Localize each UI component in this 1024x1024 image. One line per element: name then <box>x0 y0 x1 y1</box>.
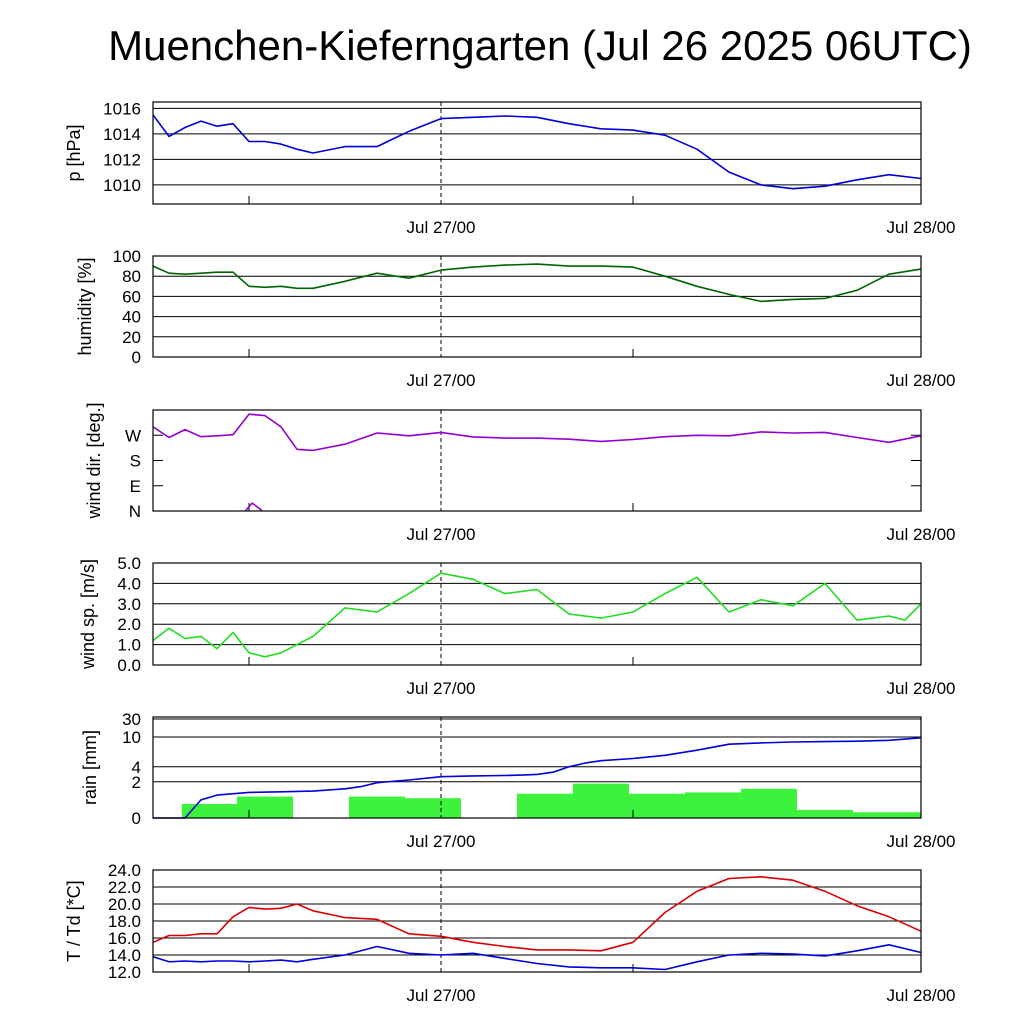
y-tick-label: 0 <box>132 348 141 367</box>
y-axis-title: humidity [%] <box>75 257 95 355</box>
y-tick-label: 1010 <box>103 176 141 195</box>
plot-frame <box>152 255 922 358</box>
time-label: Jul 27/00 <box>407 218 476 237</box>
rain-bar <box>797 809 853 818</box>
y-tick-label: 20.0 <box>108 895 141 914</box>
plot-frame <box>152 101 922 205</box>
y-tick-label: 3.0 <box>117 595 141 614</box>
time-label: Jul 27/00 <box>407 371 476 390</box>
y-tick-label: 0.0 <box>117 656 141 675</box>
y-tick-label: W <box>125 426 141 445</box>
y-tick-label: 40 <box>122 308 141 327</box>
rain-bar <box>349 796 405 818</box>
rain-bar <box>685 792 741 818</box>
series-line <box>152 413 922 452</box>
time-label: Jul 27/00 <box>407 525 476 544</box>
series-line <box>152 263 922 303</box>
series-line <box>152 114 922 190</box>
y-tick-label: 0 <box>132 809 141 828</box>
rain-bar <box>237 796 293 818</box>
time-label: Jul 28/00 <box>887 986 956 1005</box>
y-tick-label: E <box>130 477 141 496</box>
series-line <box>153 737 922 819</box>
time-label: Jul 27/00 <box>407 832 476 851</box>
y-tick-label: 2.0 <box>117 615 141 634</box>
y-axis-title: T / Td [*C] <box>64 880 84 961</box>
rain-bar <box>405 798 461 818</box>
y-tick-label: 4.0 <box>117 574 141 593</box>
y-axis-title: p [hPa] <box>64 124 84 181</box>
y-tick-label: 2 <box>132 773 141 792</box>
y-tick-label: 80 <box>122 267 141 286</box>
rain-bar <box>853 812 921 818</box>
y-tick-label: 14.0 <box>108 946 141 965</box>
y-tick-label: 22.0 <box>108 878 141 897</box>
y-tick-label: 1014 <box>103 125 141 144</box>
rain-bar <box>629 793 685 818</box>
y-tick-label: 1.0 <box>117 636 141 655</box>
time-label: Jul 28/00 <box>887 679 956 698</box>
plot-frame <box>152 562 922 666</box>
y-tick-label: 5.0 <box>117 554 141 573</box>
time-label: Jul 27/00 <box>407 679 476 698</box>
plot-frame <box>152 716 922 819</box>
time-label: Jul 28/00 <box>887 525 956 544</box>
y-tick-label: 1016 <box>103 99 141 118</box>
rain-bar <box>181 803 237 818</box>
y-axis-title: rain [mm] <box>80 730 100 805</box>
y-tick-label: 20 <box>122 328 141 347</box>
y-tick-label: 100 <box>113 247 141 266</box>
plot-frame <box>152 409 922 512</box>
series-line <box>152 943 922 971</box>
y-tick-label: N <box>129 502 141 521</box>
plot-frame <box>152 869 922 973</box>
series-line <box>152 875 922 952</box>
time-label: Jul 28/00 <box>887 218 956 237</box>
y-tick-label: 4 <box>132 758 141 777</box>
time-label: Jul 28/00 <box>887 371 956 390</box>
y-tick-label: 60 <box>122 287 141 306</box>
y-axis-title: wind sp. [m/s] <box>78 559 98 670</box>
time-label: Jul 27/00 <box>407 986 476 1005</box>
y-tick-label: S <box>130 452 141 471</box>
series-line <box>152 572 922 658</box>
y-tick-label: 30 <box>122 710 141 729</box>
rain-bar <box>741 788 797 818</box>
series-line <box>245 502 263 512</box>
y-tick-label: 10 <box>122 728 141 747</box>
y-tick-label: 1012 <box>103 150 141 169</box>
rain-bar <box>517 793 573 818</box>
y-tick-label: 24.0 <box>108 861 141 880</box>
time-label: Jul 28/00 <box>887 832 956 851</box>
rain-bar <box>573 783 629 818</box>
y-axis-title: wind dir. [deg.] <box>84 402 104 519</box>
y-tick-label: 16.0 <box>108 929 141 948</box>
y-tick-label: 18.0 <box>108 912 141 931</box>
y-tick-label: 12.0 <box>108 963 141 982</box>
chart-title: Muenchen-Kieferngarten (Jul 26 2025 06UT… <box>108 22 972 69</box>
